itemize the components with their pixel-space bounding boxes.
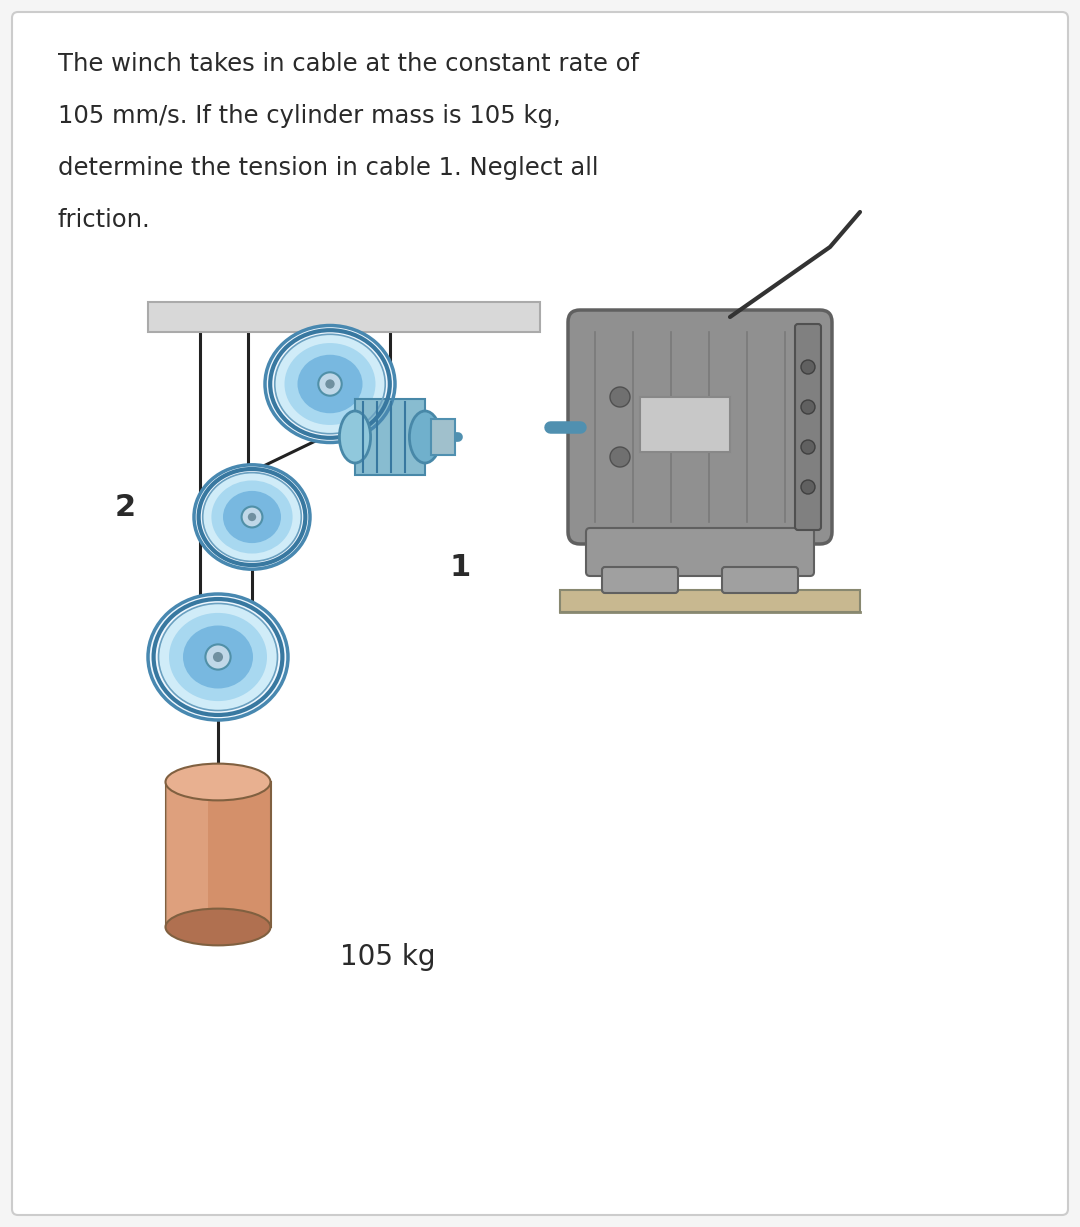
Bar <box>355 399 426 475</box>
Circle shape <box>242 507 262 528</box>
Bar <box>640 398 730 452</box>
Bar <box>165 782 270 928</box>
Text: 1: 1 <box>449 552 471 582</box>
Circle shape <box>610 387 630 407</box>
Ellipse shape <box>212 481 293 553</box>
Circle shape <box>801 480 815 494</box>
Ellipse shape <box>168 614 267 701</box>
Ellipse shape <box>409 411 441 463</box>
Ellipse shape <box>165 909 270 945</box>
FancyBboxPatch shape <box>602 567 678 593</box>
Ellipse shape <box>159 604 278 710</box>
Circle shape <box>610 447 630 467</box>
Text: friction.: friction. <box>58 209 151 232</box>
Bar <box>165 782 207 928</box>
Circle shape <box>319 372 341 395</box>
Text: The winch takes in cable at the constant rate of: The winch takes in cable at the constant… <box>58 52 639 76</box>
Ellipse shape <box>339 411 370 463</box>
Circle shape <box>801 360 815 374</box>
FancyBboxPatch shape <box>568 310 832 544</box>
Text: determine the tension in cable 1. Neglect all: determine the tension in cable 1. Neglec… <box>58 156 598 180</box>
Text: 2: 2 <box>114 492 136 521</box>
Ellipse shape <box>274 334 386 433</box>
Ellipse shape <box>265 325 395 443</box>
Circle shape <box>205 644 231 670</box>
Circle shape <box>801 400 815 413</box>
FancyBboxPatch shape <box>586 528 814 575</box>
Ellipse shape <box>165 763 270 800</box>
Text: 105 mm/s. If the cylinder mass is 105 kg,: 105 mm/s. If the cylinder mass is 105 kg… <box>58 104 561 128</box>
Circle shape <box>213 652 224 663</box>
Circle shape <box>801 440 815 454</box>
Bar <box>148 302 540 333</box>
Bar <box>561 590 860 612</box>
Bar <box>431 418 455 455</box>
Circle shape <box>325 379 335 389</box>
Ellipse shape <box>148 594 288 720</box>
Circle shape <box>247 513 256 521</box>
Ellipse shape <box>297 355 363 413</box>
Ellipse shape <box>284 344 376 425</box>
Ellipse shape <box>203 472 301 562</box>
Text: 105 kg: 105 kg <box>340 944 435 971</box>
Ellipse shape <box>194 465 310 569</box>
FancyBboxPatch shape <box>723 567 798 593</box>
Ellipse shape <box>222 491 281 544</box>
FancyBboxPatch shape <box>795 324 821 530</box>
FancyBboxPatch shape <box>12 12 1068 1215</box>
Ellipse shape <box>183 626 253 688</box>
